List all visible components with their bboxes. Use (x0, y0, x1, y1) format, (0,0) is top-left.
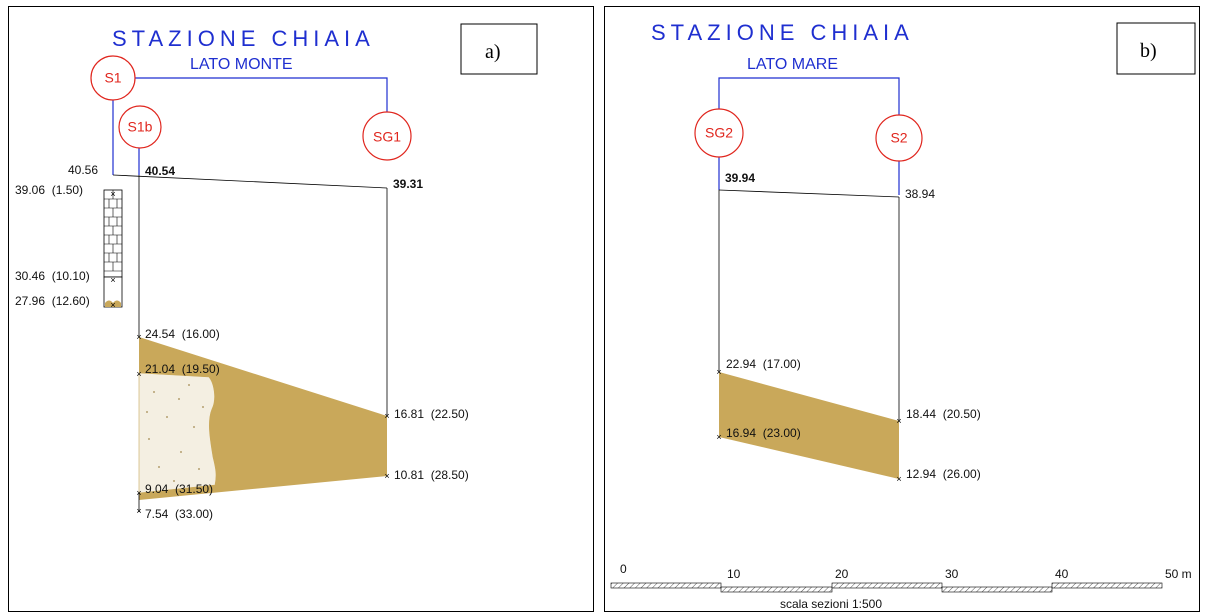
sg2-top-elevation: 39.94 (725, 171, 755, 185)
ground-surface-line (112, 174, 388, 189)
scale-tick-label: 50 m (1165, 567, 1192, 581)
s1b-depth-label: 7.54 (33.00) (145, 507, 213, 521)
scale-tick-label: 10 (727, 567, 741, 581)
scale-bar (610, 582, 1163, 593)
svg-text:×: × (110, 300, 115, 310)
borehole-s1b-label: S1b (128, 119, 153, 135)
s1-depth-label: 27.96 (12.60) (15, 294, 90, 308)
depth-markers-a: × × × × × × × × × (110, 189, 389, 516)
panel-a-lato-monte: STAZIONE CHIAIA LATO MONTE a) S1 S1b SG1 (8, 6, 594, 612)
panel-a-title: STAZIONE CHIAIA (112, 26, 375, 51)
section-a-drawing: STAZIONE CHIAIA LATO MONTE a) S1 S1b SG1 (15, 23, 538, 521)
svg-text:×: × (136, 506, 141, 516)
sg2-depth-label: 16.94 (23.00) (726, 426, 801, 440)
sg1-depth-label: 16.81 (22.50) (394, 407, 469, 421)
panel-b-lato-mare: STAZIONE CHIAIA LATO MARE b) SG2 S2 × × ×… (604, 6, 1200, 612)
svg-text:×: × (896, 474, 901, 484)
connector-sg2-s2 (718, 77, 900, 115)
s1-top-elevation: 40.56 (68, 163, 98, 177)
svg-text:×: × (384, 471, 389, 481)
svg-text:×: × (136, 369, 141, 379)
panel-b-tag: b) (1140, 40, 1157, 62)
s2-depth-label: 18.44 (20.50) (906, 407, 981, 421)
s1b-top-elevation: 40.54 (145, 164, 175, 178)
s1-depth-label: 30.46 (10.10) (15, 269, 90, 283)
svg-text:×: × (716, 432, 721, 442)
borehole-s1b-marker (118, 105, 162, 149)
svg-text:×: × (110, 275, 115, 285)
borehole-s2-label: S2 (890, 130, 907, 146)
panel-a-tag-box (460, 23, 538, 75)
s1b-depth-label: 24.54 (16.00) (145, 327, 220, 341)
panel-b-title: STAZIONE CHIAIA (651, 20, 914, 45)
svg-text:×: × (896, 416, 901, 426)
borehole-sg2-marker (694, 108, 744, 158)
s1b-depth-label: 9.04 (31.50) (145, 482, 213, 496)
svg-text:×: × (136, 332, 141, 342)
panel-b-subtitle: LATO MARE (747, 56, 838, 73)
s2-top-elevation: 38.94 (905, 187, 935, 201)
borehole-s2-marker (875, 114, 923, 162)
borehole-sg2-label: SG2 (705, 125, 733, 141)
infill-speckle (146, 384, 204, 482)
tuff-layer (719, 372, 899, 479)
scale-tick-label: 20 (835, 567, 849, 581)
borehole-s1-marker (90, 55, 136, 101)
s1-depth-label: 39.06 (1.50) (15, 183, 83, 197)
scale-tick-label: 0 (620, 562, 627, 576)
ground-surface-line (718, 189, 900, 198)
depth-markers-b: × × × × (716, 367, 901, 484)
section-b-drawing: STAZIONE CHIAIA LATO MARE b) SG2 S2 × × ×… (610, 20, 1196, 611)
panel-a-subtitle: LATO MONTE (190, 56, 293, 73)
svg-text:×: × (110, 189, 115, 199)
sg1-depth-label: 10.81 (28.50) (394, 468, 469, 482)
s1b-depth-label: 21.04 (19.50) (145, 362, 220, 376)
svg-text:×: × (384, 411, 389, 421)
s1-base-tuff (105, 300, 121, 307)
connector-s1-sg1 (131, 77, 388, 113)
svg-text:×: × (136, 488, 141, 498)
scale-caption: scala sezioni 1:500 (780, 597, 882, 611)
panel-a-tag: a) (485, 41, 501, 63)
panel-b-tag-box (1116, 22, 1196, 75)
scale-tick-label: 30 (945, 567, 959, 581)
loose-infill-layer (138, 372, 217, 494)
sg1-top-elevation: 39.31 (393, 177, 423, 191)
sg2-depth-label: 22.94 (17.00) (726, 357, 801, 371)
s1-masonry-pattern (104, 190, 122, 272)
scale-tick-label: 40 (1055, 567, 1069, 581)
borehole-sg1-label: SG1 (373, 129, 401, 145)
borehole-sg1-marker (362, 111, 412, 161)
svg-text:×: × (716, 367, 721, 377)
borehole-s1-label: S1 (104, 70, 121, 86)
s2-depth-label: 12.94 (26.00) (906, 467, 981, 481)
